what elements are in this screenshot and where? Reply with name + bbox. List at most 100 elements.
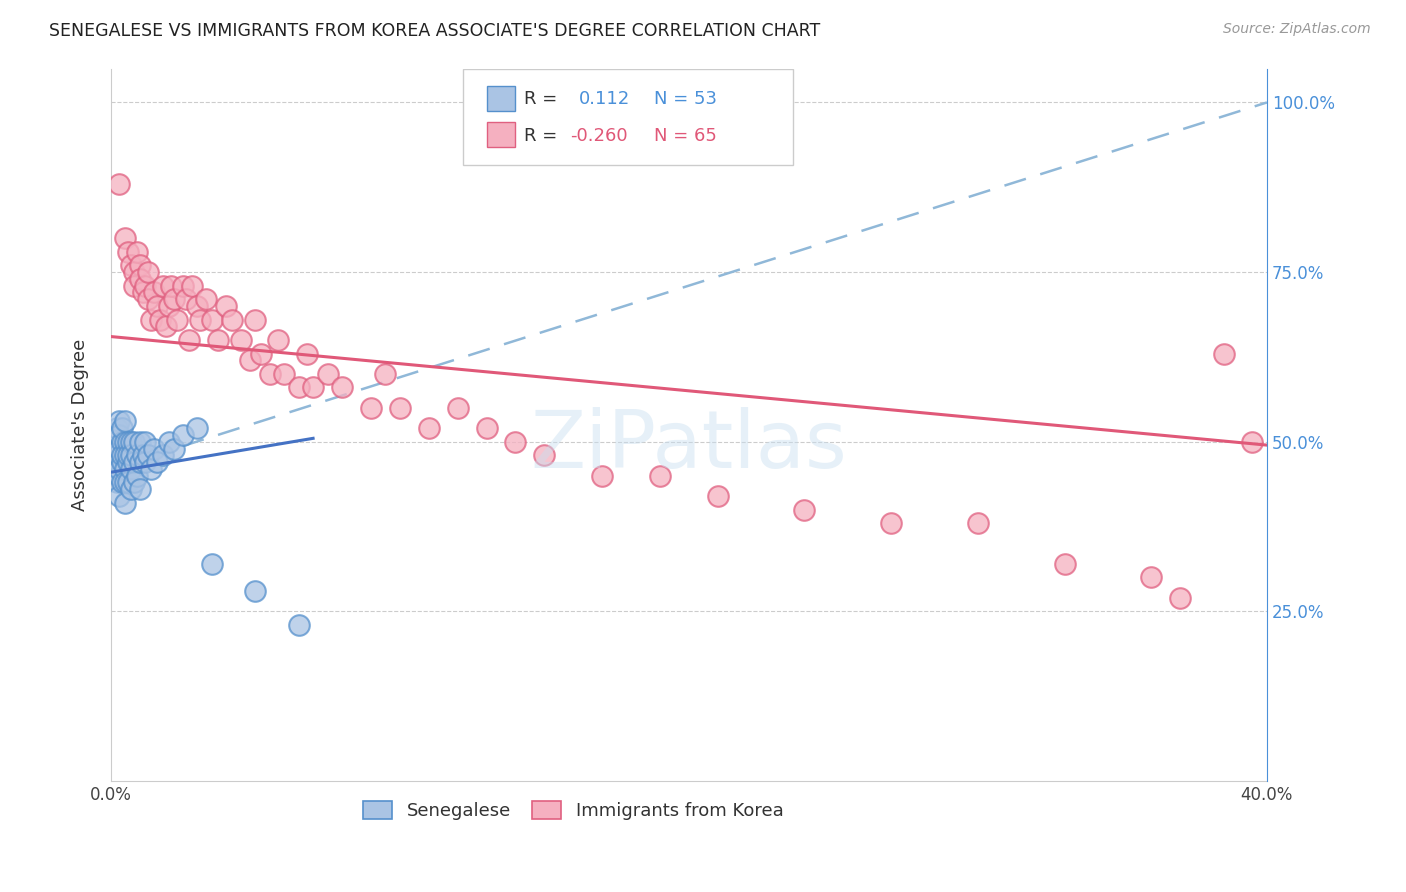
Point — [163, 442, 186, 456]
Point — [122, 434, 145, 449]
Point — [238, 353, 260, 368]
Text: -0.260: -0.260 — [569, 128, 627, 145]
Text: R =: R = — [523, 90, 557, 108]
Point — [122, 265, 145, 279]
Point — [141, 312, 163, 326]
Legend: Senegalese, Immigrants from Korea: Senegalese, Immigrants from Korea — [357, 796, 789, 825]
Point — [215, 299, 238, 313]
Point — [250, 346, 273, 360]
Point — [105, 448, 128, 462]
Point — [122, 475, 145, 490]
Point — [966, 516, 988, 530]
Text: Source: ZipAtlas.com: Source: ZipAtlas.com — [1223, 22, 1371, 37]
Point — [117, 244, 139, 259]
Point — [155, 319, 177, 334]
Point — [201, 557, 224, 571]
Point — [138, 265, 160, 279]
Point — [146, 455, 169, 469]
Point — [446, 401, 468, 415]
Point — [108, 177, 131, 191]
Point — [120, 258, 142, 272]
Point — [131, 285, 153, 300]
Point — [1241, 434, 1264, 449]
Point — [259, 367, 281, 381]
Point — [166, 312, 188, 326]
Point — [880, 516, 903, 530]
Point — [316, 367, 339, 381]
Point — [273, 367, 295, 381]
Point — [111, 455, 134, 469]
Point — [108, 468, 131, 483]
Point — [120, 462, 142, 476]
Point — [172, 428, 194, 442]
Point — [172, 278, 194, 293]
Point — [128, 272, 150, 286]
Point — [177, 333, 200, 347]
Point — [330, 380, 353, 394]
Point — [108, 414, 131, 428]
Point — [117, 434, 139, 449]
Point — [180, 278, 202, 293]
Point — [505, 434, 527, 449]
Point — [186, 299, 208, 313]
Point — [152, 278, 174, 293]
Point — [190, 312, 212, 326]
Point — [229, 333, 252, 347]
Point — [287, 380, 309, 394]
Point — [134, 455, 156, 469]
Point — [267, 333, 290, 347]
Point — [297, 346, 319, 360]
Point — [114, 434, 136, 449]
Text: ZiPatlas: ZiPatlas — [530, 407, 848, 485]
FancyBboxPatch shape — [486, 87, 516, 112]
Point — [111, 448, 134, 462]
Point — [245, 584, 267, 599]
Point — [120, 434, 142, 449]
Point — [186, 421, 208, 435]
Point — [111, 475, 134, 490]
Point — [128, 258, 150, 272]
Point — [648, 468, 671, 483]
Point — [475, 421, 498, 435]
Point — [287, 618, 309, 632]
Point — [125, 244, 148, 259]
Point — [120, 448, 142, 462]
Point — [1140, 570, 1163, 584]
Point — [388, 401, 411, 415]
Point — [143, 285, 166, 300]
Point — [103, 455, 125, 469]
Point — [114, 231, 136, 245]
Y-axis label: Associate's Degree: Associate's Degree — [72, 339, 89, 511]
Point — [360, 401, 382, 415]
Point — [114, 448, 136, 462]
FancyBboxPatch shape — [486, 122, 516, 147]
Text: N = 65: N = 65 — [654, 128, 717, 145]
Point — [533, 448, 555, 462]
Point — [1053, 557, 1076, 571]
Point — [157, 434, 180, 449]
Point — [245, 312, 267, 326]
Point — [103, 434, 125, 449]
Point — [793, 502, 815, 516]
Point — [221, 312, 243, 326]
Text: N = 53: N = 53 — [654, 90, 717, 108]
Point — [201, 312, 224, 326]
Text: 0.112: 0.112 — [579, 90, 630, 108]
FancyBboxPatch shape — [464, 69, 793, 165]
Point — [108, 462, 131, 476]
Point — [138, 292, 160, 306]
Point — [128, 455, 150, 469]
Point — [108, 428, 131, 442]
Point — [122, 278, 145, 293]
Point — [706, 489, 728, 503]
Point — [111, 434, 134, 449]
Point — [374, 367, 396, 381]
Point — [174, 292, 197, 306]
Point — [163, 292, 186, 306]
Point — [157, 299, 180, 313]
Point — [105, 475, 128, 490]
Point — [141, 462, 163, 476]
Text: R =: R = — [523, 128, 557, 145]
Point — [591, 468, 613, 483]
Point — [117, 475, 139, 490]
